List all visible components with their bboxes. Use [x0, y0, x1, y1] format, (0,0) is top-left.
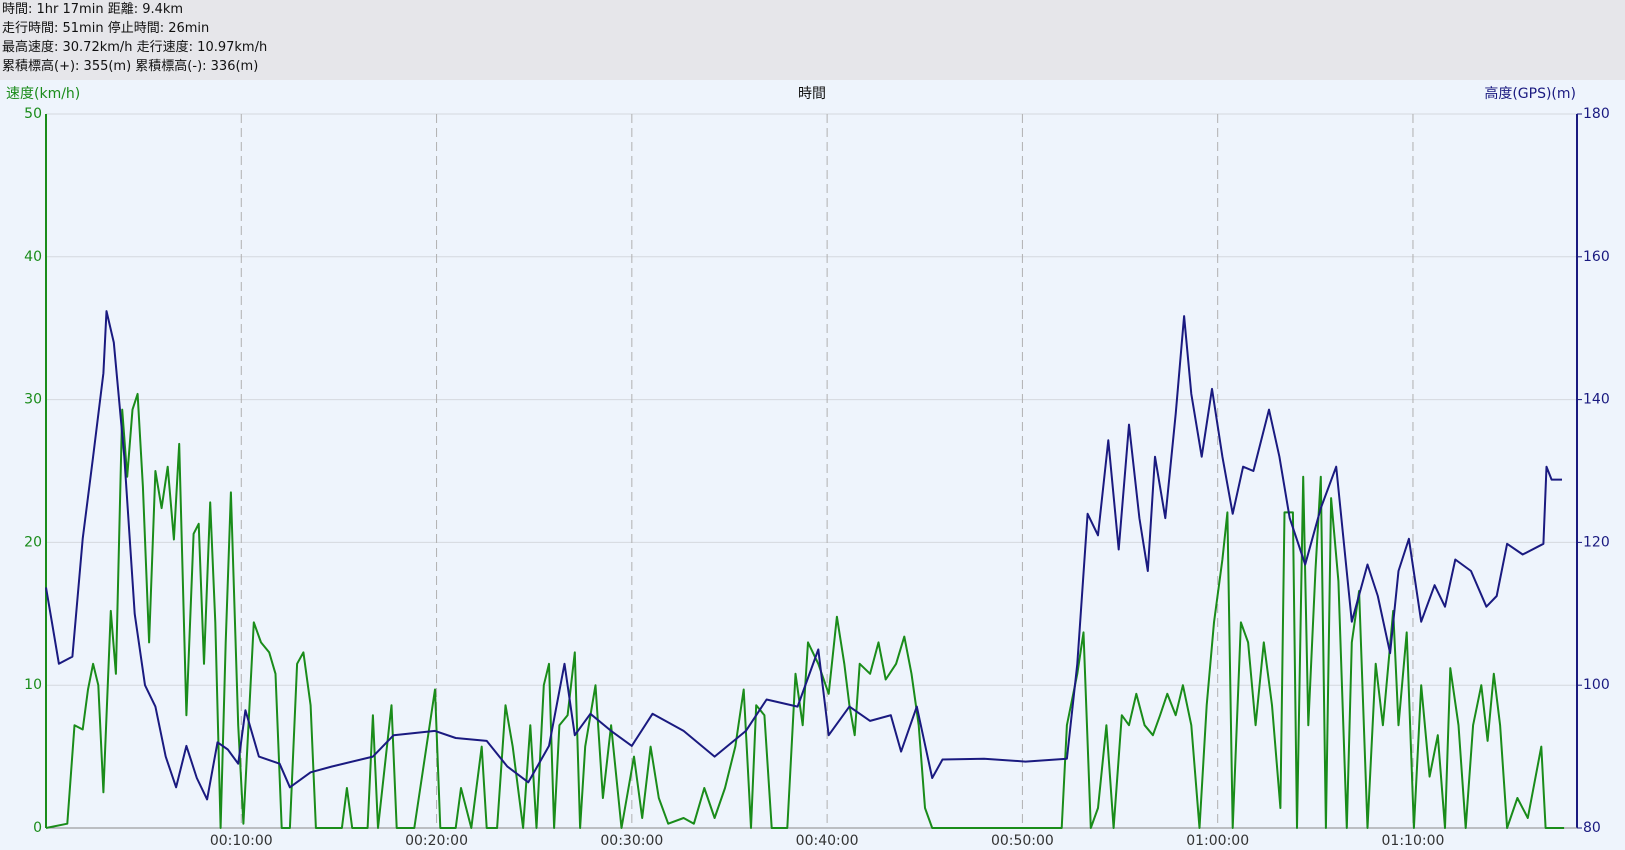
- y-axis-label: 速度(km/h): [6, 86, 80, 102]
- y2-tick-label: 140: [1583, 392, 1610, 408]
- x-tick-label: 00:40:00: [796, 833, 859, 849]
- summary: 時間: 1hr 17min 距離: 9.4km 走行時間: 51min 停止時間…: [0, 0, 1625, 80]
- summary-line: 走行時間: 51min 停止時間: 26min: [2, 21, 210, 36]
- x-tick-label: 00:50:00: [991, 833, 1054, 849]
- x-axis-label: 時間: [798, 86, 826, 102]
- y-tick-label: 30: [24, 392, 42, 408]
- x-tick-label: 01:10:00: [1382, 833, 1445, 849]
- chart-bg: [0, 80, 1625, 850]
- y2-tick-label: 180: [1583, 106, 1610, 122]
- x-tick-label: 00:10:00: [210, 833, 273, 849]
- y2-tick-label: 120: [1583, 534, 1610, 550]
- summary-line: 時間: 1hr 17min 距離: 9.4km: [2, 2, 184, 17]
- y-tick-label: 40: [24, 249, 42, 265]
- y2-tick-label: 80: [1583, 820, 1601, 836]
- summary-line: 最高速度: 30.72km/h 走行速度: 10.97km/h: [2, 40, 268, 55]
- x-tick-label: 00:20:00: [405, 833, 468, 849]
- y2-axis-label: 高度(GPS)(m): [1484, 85, 1576, 102]
- series-line: [45, 310, 1562, 801]
- y-tick-label: 20: [24, 534, 42, 550]
- x-tick-label: 01:00:00: [1186, 833, 1249, 849]
- y-tick-label: 0: [33, 820, 42, 836]
- x-tick-label: 00:30:00: [600, 833, 663, 849]
- y-tick-label: 10: [24, 677, 42, 693]
- y2-tick-label: 160: [1583, 249, 1610, 265]
- summary-line: 累積標高(+): 355(m) 累積標高(-): 336(m): [2, 59, 259, 74]
- y2-tick-label: 100: [1583, 677, 1610, 693]
- series-line: [45, 392, 1565, 829]
- y-tick-label: 50: [24, 106, 42, 122]
